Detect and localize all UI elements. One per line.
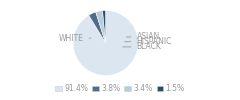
- Legend: 91.4%, 3.8%, 3.4%, 1.5%: 91.4%, 3.8%, 3.4%, 1.5%: [52, 81, 188, 96]
- Text: BLACK: BLACK: [123, 42, 161, 51]
- Wedge shape: [89, 12, 106, 43]
- Wedge shape: [96, 11, 106, 43]
- Wedge shape: [102, 10, 106, 43]
- Text: HISPANIC: HISPANIC: [125, 37, 172, 46]
- Text: WHITE: WHITE: [59, 34, 91, 43]
- Wedge shape: [73, 10, 138, 76]
- Text: ASIAN: ASIAN: [126, 32, 160, 41]
